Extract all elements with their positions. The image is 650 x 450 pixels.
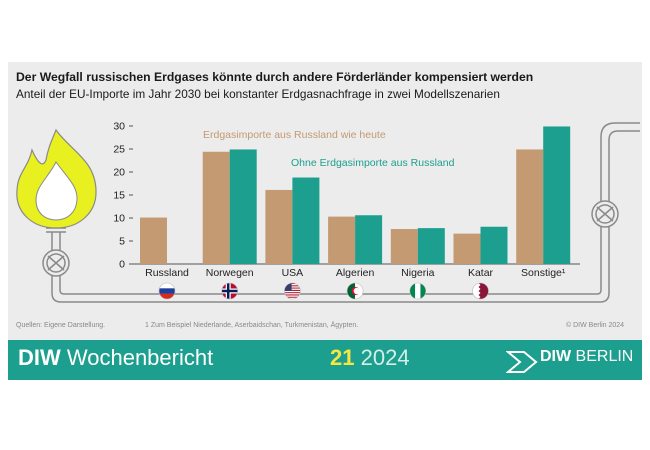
y-tick-label: 20 bbox=[113, 167, 125, 179]
issue-year: 2024 bbox=[360, 345, 410, 370]
x-tick-label: Norwegen bbox=[206, 267, 254, 279]
flag-border bbox=[158, 282, 176, 300]
bar-current bbox=[202, 151, 230, 264]
y-tick-label: 0 bbox=[119, 259, 125, 271]
legend-series-no-russia: Ohne Erdgasimporte aus Russland bbox=[291, 157, 455, 169]
x-tick-label: Sonstige¹ bbox=[521, 267, 566, 279]
footnote: 1 Zum Beispiel Niederlande, Aserbaidscha… bbox=[145, 322, 359, 329]
y-tick-label: 25 bbox=[113, 144, 125, 156]
x-tick-labels: Russland Norwegen USA Algerien Nigeria Katar S… bbox=[145, 267, 566, 279]
gas-flame-icon bbox=[16, 128, 97, 229]
brand-bold: DIW bbox=[18, 345, 61, 370]
bar-current bbox=[453, 233, 481, 264]
source-note: Quellen: Eigene Darstellung. bbox=[16, 322, 106, 329]
flag-border bbox=[221, 282, 238, 300]
issue-number: 21 bbox=[330, 345, 355, 370]
x-tick-label: USA bbox=[282, 267, 304, 279]
bars-group bbox=[140, 126, 571, 265]
bar-current bbox=[390, 229, 418, 264]
flag-norway-icon bbox=[221, 283, 238, 299]
y-tick-label: 15 bbox=[113, 190, 125, 202]
bar-current bbox=[328, 216, 356, 264]
copyright-note: © DIW Berlin 2024 bbox=[566, 322, 625, 329]
left-valve-icon bbox=[42, 249, 70, 277]
flag-border bbox=[409, 282, 427, 300]
x-tick-label: Katar bbox=[468, 267, 494, 279]
x-tick-label: Algerien bbox=[336, 267, 375, 279]
bar-current bbox=[265, 189, 293, 264]
bar-no-russia bbox=[292, 177, 320, 264]
x-tick-label: Russland bbox=[145, 267, 189, 279]
flags-group bbox=[158, 282, 489, 300]
flag-border bbox=[346, 282, 364, 300]
logo-bold: DIW bbox=[540, 348, 572, 365]
bar-no-russia bbox=[543, 126, 571, 265]
legend-series-current: Erdgasimporte aus Russland wie heute bbox=[203, 129, 386, 141]
x-tick-label: Nigeria bbox=[401, 267, 434, 279]
flag-nigeria-icon bbox=[409, 283, 426, 299]
diw-logo-icon bbox=[506, 351, 538, 373]
y-tick-label: 30 bbox=[113, 121, 125, 133]
bar-no-russia bbox=[355, 215, 383, 264]
bar-current bbox=[140, 217, 167, 264]
flag-algeria-icon bbox=[347, 283, 364, 299]
right-valve-icon bbox=[591, 200, 619, 228]
flag-border bbox=[284, 282, 301, 300]
flag-russia-icon bbox=[159, 283, 175, 299]
y-tick-label: 5 bbox=[119, 236, 125, 248]
flag-usa-icon bbox=[284, 283, 301, 299]
chart-title: Der Wegfall russischen Erdgases könnte d… bbox=[16, 70, 534, 84]
y-axis: 0 5 10 15 20 25 30 bbox=[113, 121, 133, 271]
bar-no-russia bbox=[229, 149, 257, 264]
chart-subtitle: Anteil der EU-Importe im Jahr 2030 bei k… bbox=[16, 87, 500, 101]
logo-text: DIW BERLIN bbox=[540, 348, 633, 366]
footer-bar bbox=[8, 340, 642, 380]
footer-brand: DIW Wochenbericht bbox=[18, 345, 213, 371]
y-tick-label: 10 bbox=[113, 213, 125, 225]
footer-issue: 21 2024 bbox=[330, 345, 410, 371]
bar-current bbox=[516, 149, 544, 264]
brand-rest: Wochenbericht bbox=[60, 345, 214, 370]
bar-no-russia bbox=[417, 228, 445, 264]
bar-no-russia bbox=[480, 226, 508, 264]
logo-rest: BERLIN bbox=[571, 348, 634, 365]
flag-border bbox=[472, 282, 489, 300]
flag-qatar-icon bbox=[472, 283, 489, 299]
